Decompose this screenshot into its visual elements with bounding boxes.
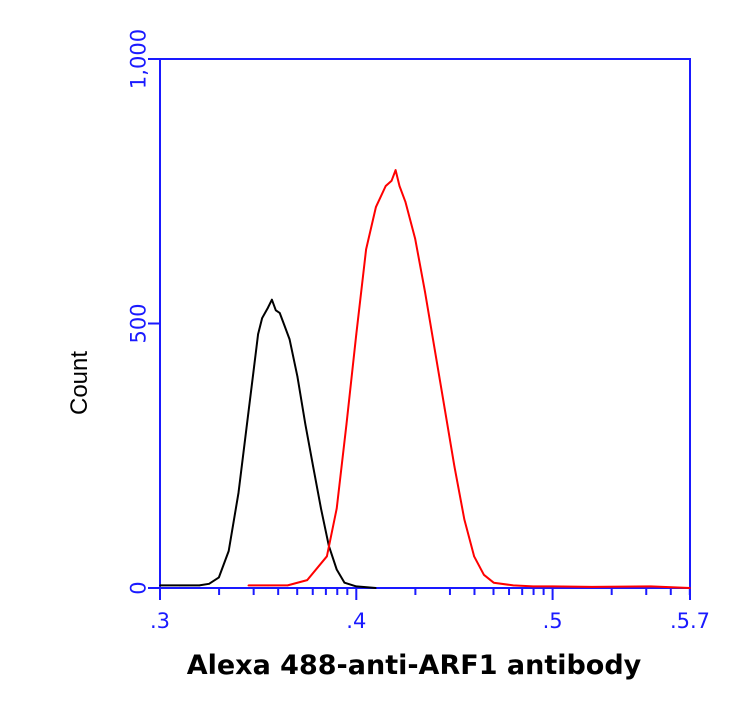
series-point <box>278 312 281 314</box>
series-point <box>296 375 299 378</box>
series-point <box>335 507 338 510</box>
series-point <box>375 587 377 589</box>
x-tick-label: .4 <box>346 609 366 633</box>
y-tick-label: 0 <box>126 581 150 594</box>
series-point <box>551 585 554 588</box>
series-point <box>414 238 417 240</box>
x-tick-label: .5 <box>543 609 563 633</box>
series-point <box>355 585 358 588</box>
series-point <box>326 555 328 558</box>
series-point <box>237 492 240 494</box>
y-axis-title: Count <box>66 351 93 415</box>
series-line-1 <box>248 169 691 589</box>
y-tick-label: 1,000 <box>126 29 150 89</box>
y-axis-ticks: 0 500 1,000 <box>126 29 160 595</box>
series-point <box>271 298 273 301</box>
series-point <box>247 584 250 587</box>
series-point <box>532 585 534 588</box>
y-tick-label: 500 <box>126 303 150 343</box>
series-point <box>267 306 269 309</box>
series-point <box>375 206 377 208</box>
series-point <box>288 338 291 341</box>
series-point <box>394 169 397 171</box>
series-point <box>404 201 407 203</box>
series-point <box>261 317 263 320</box>
series-point <box>365 248 367 251</box>
x-axis-title: Alexa 488-anti-ARF1 antibody <box>187 650 642 681</box>
series-point <box>335 568 338 571</box>
series-point <box>483 574 485 576</box>
series-point <box>208 583 210 585</box>
series-point <box>267 584 269 587</box>
series-point <box>492 581 495 584</box>
series-point <box>473 555 475 558</box>
series-point <box>320 507 322 510</box>
series-layer <box>159 169 691 589</box>
series-point <box>384 185 387 187</box>
series-point <box>398 185 401 187</box>
series-point <box>218 576 220 579</box>
series-point <box>591 586 593 588</box>
series-point <box>304 423 307 425</box>
series-point <box>282 322 285 325</box>
series-point <box>159 584 161 587</box>
series-point <box>253 365 255 367</box>
series-point <box>443 407 446 409</box>
series-point <box>257 333 259 335</box>
x-tick-label: .5.7 <box>670 609 710 633</box>
series-point <box>512 584 515 587</box>
series-point <box>345 423 348 425</box>
series-point <box>306 579 309 581</box>
series-point <box>286 584 289 587</box>
series-line-0 <box>160 298 376 589</box>
x-axis-ticks: .3 .4 .5 .5.7 <box>150 588 710 633</box>
series-point <box>275 309 277 312</box>
series-point <box>355 333 358 335</box>
series-point <box>227 550 230 552</box>
series-point <box>178 584 181 587</box>
series-point <box>434 349 436 351</box>
series-point <box>390 179 393 182</box>
series-point <box>453 465 456 468</box>
series-point <box>343 581 346 584</box>
series-point <box>463 518 466 520</box>
series-point <box>312 465 314 468</box>
series-point <box>247 412 250 415</box>
series-point <box>689 587 691 589</box>
series-point <box>198 584 201 587</box>
x-tick-label: .3 <box>150 609 170 633</box>
series-point <box>649 585 652 588</box>
series-point <box>424 291 426 293</box>
